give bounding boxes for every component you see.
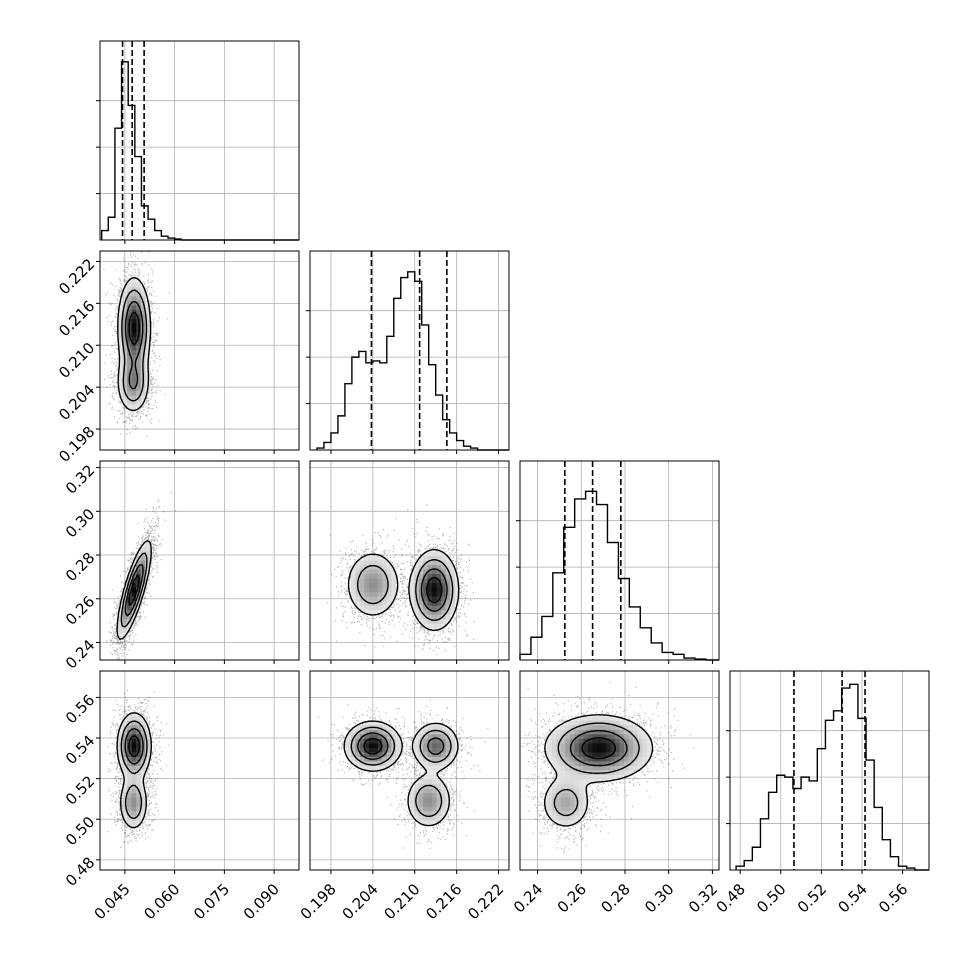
contour-level-2: [124, 564, 144, 617]
panel-background: [310, 671, 509, 870]
contour-level-2: [124, 728, 144, 765]
x-tick-label: 0.28: [597, 880, 633, 916]
density-content: [521, 681, 695, 853]
x-tick-label: 0.32: [685, 880, 721, 916]
x-tick-label: 0.204: [339, 880, 382, 923]
contour-level-2: [569, 730, 628, 767]
y-tick-label: 0.26: [62, 592, 98, 628]
panel-frame: [519, 670, 720, 871]
histogram-step: [100, 61, 299, 241]
y-tick-label: 0.48: [62, 853, 98, 889]
x-tick-label: 0.26: [554, 880, 590, 916]
density-content: [106, 491, 177, 660]
x-tick-label: 0.50: [753, 880, 789, 916]
contour-level-2: [124, 300, 144, 390]
histogram-step: [735, 683, 929, 871]
contour-level-3: [363, 737, 383, 755]
panel-frame: [519, 460, 720, 661]
x-tick-label: 0.045: [91, 880, 134, 923]
panel-frame: [309, 460, 510, 661]
histogram-panel-2: [516, 460, 720, 661]
histogram-step: [519, 490, 719, 661]
y-tick-label: 0.210: [55, 339, 98, 382]
x-tick-label: 0.216: [422, 880, 465, 923]
y-tick-label: 0.204: [55, 381, 98, 424]
panel-background: [310, 251, 509, 450]
y-tick-label: 0.52: [62, 772, 98, 808]
contour-level-0: [116, 712, 152, 829]
panel-background: [730, 671, 929, 870]
contour-level-3: [128, 574, 140, 606]
contour-level-3: [128, 735, 141, 758]
x-tick-label: 0.56: [875, 880, 911, 916]
contour-level-3: [128, 311, 140, 345]
x-tick-label: 0.075: [190, 880, 233, 923]
histogram-panel-0: [96, 40, 300, 241]
histogram-panel-3: [726, 670, 930, 871]
y-tick-label: 0.50: [62, 813, 98, 849]
density-panel-5: [519, 670, 720, 871]
histogram-panel-1: [306, 250, 510, 451]
density-panel-2: [309, 460, 510, 661]
y-tick-label: 0.28: [62, 549, 98, 585]
x-tick-label: 0.24: [510, 880, 546, 916]
contour-level-1: [350, 726, 452, 817]
contour-level-1: [553, 722, 640, 817]
contour-level-0: [116, 540, 152, 640]
panel-frame: [99, 460, 300, 661]
contour-level-0: [347, 548, 460, 632]
x-tick-label: 0.222: [464, 880, 507, 923]
contour-level-3: [426, 576, 443, 604]
density-panel-4: [309, 670, 510, 871]
x-tick-label: 0.198: [297, 880, 340, 923]
density-content: [318, 699, 489, 849]
y-tick-label: 0.56: [62, 691, 98, 727]
contour-level-0: [117, 277, 152, 412]
panel-frame: [99, 250, 300, 451]
x-tick-label: 0.210: [380, 880, 423, 923]
panel-frame: [309, 670, 510, 871]
y-tick-label: 0.54: [62, 732, 98, 768]
histogram-step: [316, 271, 509, 451]
density-content: [103, 251, 170, 438]
density-content: [107, 689, 170, 860]
density-panel-0: [99, 250, 300, 451]
contour-level-0: [343, 720, 459, 827]
contour-level-2: [357, 732, 445, 760]
panel-background: [100, 41, 299, 240]
x-tick-label: 0.54: [834, 880, 870, 916]
contour-level-1: [357, 559, 454, 621]
y-tick-label: 0.24: [62, 636, 98, 672]
y-tick-label: 0.216: [55, 297, 98, 340]
x-tick-label: 0.52: [794, 880, 830, 916]
contour-level-1: [120, 552, 148, 628]
x-tick-label: 0.090: [240, 880, 283, 923]
panel-frame: [729, 670, 930, 871]
density-content: [327, 504, 475, 656]
scatter-points: [318, 699, 489, 849]
panel-frame: [309, 250, 510, 451]
contour-level-2: [420, 568, 448, 612]
panel-background: [520, 461, 719, 660]
panel-frame: [99, 40, 300, 241]
x-tick-label: 0.48: [713, 880, 749, 916]
y-tick-label: 0.198: [55, 423, 98, 466]
density-panel-1: [99, 460, 300, 661]
density-panel-3: [99, 670, 300, 871]
x-tick-label: 0.060: [140, 880, 183, 923]
panel-background: [310, 461, 509, 660]
contour-level-1: [121, 289, 148, 402]
contour-level-3: [581, 737, 617, 760]
panel-frame: [99, 670, 300, 871]
y-tick-label: 0.30: [62, 505, 98, 541]
contour-level-1: [120, 720, 148, 819]
contour-level-0: [544, 714, 654, 827]
y-tick-label: 0.222: [55, 255, 98, 298]
x-tick-label: 0.30: [641, 880, 677, 916]
y-tick-label: 0.32: [62, 461, 98, 497]
